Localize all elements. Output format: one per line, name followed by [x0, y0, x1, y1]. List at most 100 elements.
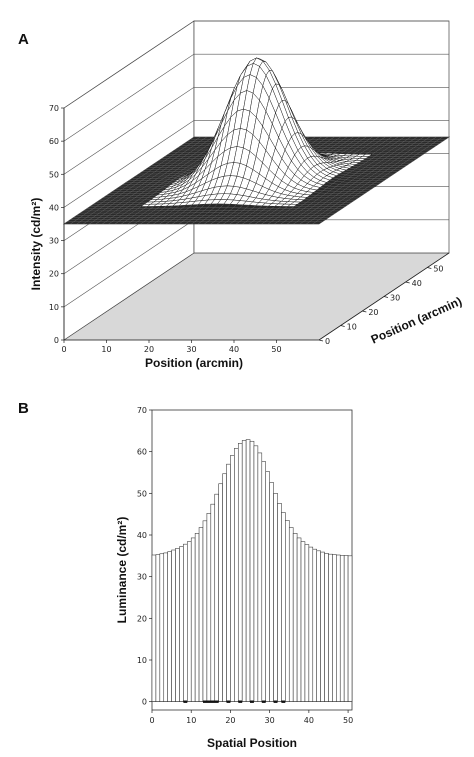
- z-tick-label: 20: [49, 270, 59, 279]
- y-tick-mark: [383, 296, 389, 298]
- bar: [163, 552, 168, 702]
- z-tick-label: 0: [54, 336, 59, 345]
- y-tick-label-b: 20: [137, 614, 147, 623]
- bar: [218, 483, 223, 702]
- panel-b-label: B: [18, 400, 29, 417]
- panel-a-surface-plot: A 0 10 20 30 40 50 60 70 0 10 20 30 40 50 0 10 20 30 40 5…: [18, 20, 464, 370]
- mesh-line-y: [274, 136, 405, 225]
- bar: [179, 546, 184, 702]
- x-tick-label-b: 0: [149, 716, 154, 725]
- z-tick-label: 40: [49, 203, 59, 212]
- bar: [285, 520, 290, 702]
- bar: [245, 439, 251, 702]
- bar: [265, 471, 270, 702]
- x-tick-label: 20: [144, 345, 154, 354]
- bar: [237, 443, 243, 702]
- bar: [339, 555, 345, 702]
- bar: [324, 553, 329, 702]
- bar: [175, 548, 180, 702]
- bar: [308, 546, 314, 702]
- baseline-marker: [250, 700, 254, 703]
- y-tick-mark: [318, 339, 324, 342]
- bump-cell: [286, 203, 299, 207]
- x-axis-ticks-b: 0 10 20 30 40 50: [149, 710, 353, 725]
- bar: [194, 533, 200, 702]
- surface-mesh: [63, 57, 450, 225]
- bar: [332, 554, 337, 702]
- bar: [269, 482, 274, 702]
- x-axis-ticks: 0 10 20 30 40 50: [61, 340, 282, 354]
- bar: [151, 554, 157, 702]
- baseline-marker: [281, 700, 286, 703]
- y-axis-label-b: Luminance (cd/m²): [115, 517, 129, 624]
- y-tick-label-b: 30: [137, 573, 147, 582]
- bar: [206, 513, 212, 702]
- wall-gridline: [63, 120, 449, 208]
- y-tick-label-b: 40: [137, 531, 147, 540]
- y-tick-label-b: 0: [142, 698, 147, 707]
- z-tick-label: 10: [49, 303, 59, 312]
- wall-gridline: [63, 20, 449, 109]
- bar: [273, 493, 278, 702]
- y-tick-mark: [362, 310, 367, 313]
- y-tick-label-b: 70: [137, 406, 147, 415]
- bar: [288, 527, 294, 702]
- y-tick-mark: [405, 281, 410, 284]
- x-tick-label: 10: [101, 345, 111, 354]
- bar: [253, 445, 259, 702]
- z-tick-label: 60: [49, 137, 59, 146]
- y-axis-ticks: 0 10 20 30 40 50: [318, 265, 444, 346]
- mesh-line-y: [83, 136, 214, 225]
- y-tick-mark: [427, 267, 432, 269]
- bar: [190, 537, 196, 702]
- bar: [300, 541, 306, 702]
- bar: [281, 512, 286, 702]
- surface-bump: [140, 57, 373, 207]
- bar: [304, 544, 310, 702]
- y-axis-label: Position (arcmin): [369, 294, 464, 347]
- bar: [222, 473, 227, 702]
- mesh-line-y: [70, 136, 201, 225]
- bar: [316, 550, 321, 702]
- bar: [210, 503, 216, 702]
- bar: [336, 554, 341, 702]
- z-tick-label: 30: [49, 237, 59, 246]
- z-axis-label: Intensity (cd/m²): [29, 198, 43, 291]
- bar: [277, 503, 282, 702]
- x-tick-label-b: 10: [186, 716, 196, 725]
- x-tick-label-b: 20: [225, 716, 235, 725]
- x-axis-label: Position (arcmin): [145, 356, 243, 370]
- wall-gridline: [63, 53, 449, 142]
- x-tick-label: 50: [271, 345, 281, 354]
- bar: [292, 533, 298, 702]
- x-tick-label-b: 30: [265, 716, 275, 725]
- baseline-marker: [261, 700, 266, 703]
- x-tick-label: 30: [186, 345, 196, 354]
- y-axis-ticks-b: 0 10 20 30 40 50 60 70: [137, 406, 152, 707]
- bar: [296, 537, 302, 702]
- bar: [347, 555, 353, 702]
- y-tick-label: 20: [368, 308, 378, 317]
- bar: [159, 553, 165, 702]
- y-tick-label-b: 10: [137, 656, 147, 665]
- y-tick-label: 0: [325, 337, 330, 346]
- x-tick-label-b: 40: [304, 716, 314, 725]
- mesh-line-y: [89, 136, 220, 225]
- baseline-marker: [203, 700, 219, 703]
- x-tick-label: 40: [229, 345, 239, 354]
- mesh-line-y: [293, 136, 424, 225]
- panel-b-bar-chart: B 0 10 20 30 40 50 60 70 0 10 20 30 40 50 Luminance …: [18, 400, 353, 750]
- y-tick-label-b: 60: [137, 448, 147, 457]
- baseline-marker: [273, 700, 278, 703]
- bar: [202, 520, 208, 702]
- mesh-line-y: [306, 136, 437, 225]
- mesh-line-y: [318, 136, 450, 225]
- bar: [187, 541, 192, 702]
- mesh-line-y: [63, 136, 195, 225]
- bar: [261, 461, 266, 702]
- mesh-line-y: [287, 136, 418, 225]
- panel-a-label: A: [18, 31, 29, 48]
- baseline-markers: [183, 700, 286, 703]
- wall-gridline: [63, 86, 449, 175]
